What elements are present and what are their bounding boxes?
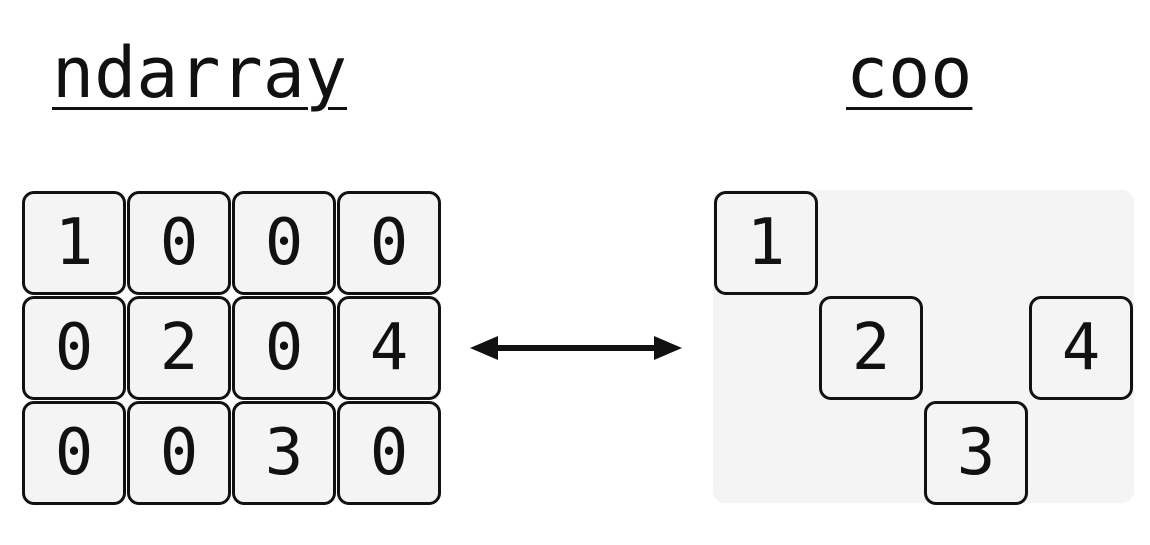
- ndarray-cell: 0: [127, 191, 231, 295]
- ndarray-cell: 2: [127, 296, 231, 400]
- ndarray-cell: 0: [22, 296, 126, 400]
- ndarray-cell: 0: [337, 401, 441, 505]
- ndarray-cell: 0: [337, 191, 441, 295]
- coo-cell: 1: [714, 191, 818, 295]
- ndarray-cell: 0: [22, 401, 126, 505]
- ndarray-cell: 3: [232, 401, 336, 505]
- ndarray-cell: 0: [232, 191, 336, 295]
- coo-cell: 4: [1029, 296, 1133, 400]
- coo-cell: 2: [819, 296, 923, 400]
- ndarray-cell: 1: [22, 191, 126, 295]
- ndarray-cell: 0: [127, 401, 231, 505]
- bidirectional-arrow-icon: [470, 336, 682, 360]
- ndarray-cell: 0: [232, 296, 336, 400]
- ndarray-title: ndarray: [52, 32, 348, 114]
- ndarray-cell: 4: [337, 296, 441, 400]
- coo-cell: 3: [924, 401, 1028, 505]
- coo-title: coo: [846, 32, 973, 114]
